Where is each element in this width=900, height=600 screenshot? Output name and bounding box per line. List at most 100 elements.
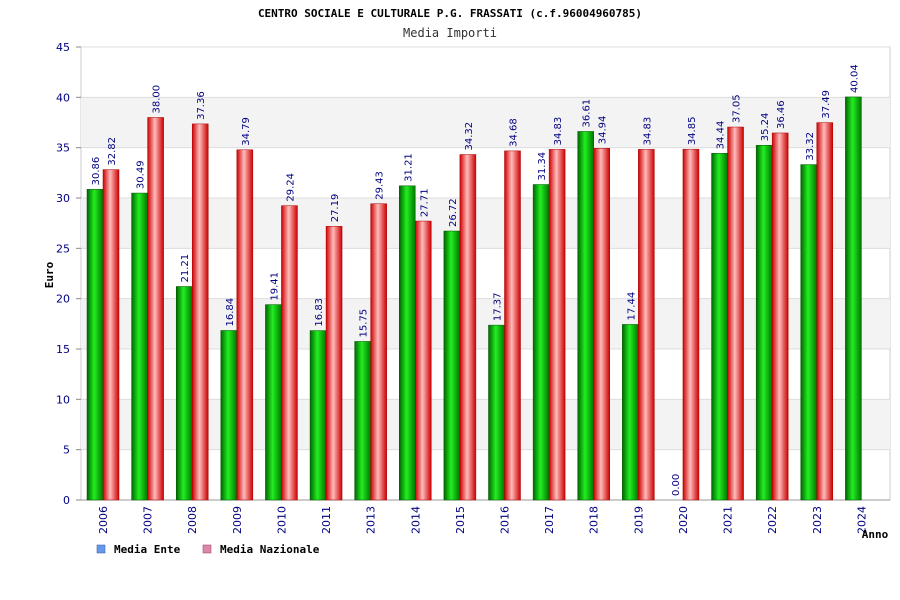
grid-band <box>81 399 890 450</box>
bar-nazionale-2009 <box>236 149 254 501</box>
bar-ente-2021 <box>711 153 728 501</box>
value-label: 37.49 <box>821 90 832 119</box>
value-label: 29.43 <box>375 171 386 200</box>
value-label: 31.21 <box>403 153 414 182</box>
y-axis-ticks: 0 5 10 15 20 25 30 35 40 45 <box>56 41 70 507</box>
bar-nazionale-2022 <box>771 132 789 501</box>
x-tick-label: 2017 <box>543 506 556 534</box>
x-tick-label: 2007 <box>142 506 155 534</box>
value-label: 30.86 <box>91 157 102 186</box>
bar-ente-2017 <box>532 184 550 501</box>
x-tick-label: 2022 <box>766 506 779 534</box>
x-tick-label: 2013 <box>365 506 378 534</box>
bar-ente-2010 <box>265 304 282 501</box>
x-tick-label: 2019 <box>632 506 645 534</box>
bar-nazionale-2014 <box>415 220 432 501</box>
bar-ente-2024 <box>845 96 862 501</box>
value-labels: 30.86 32.82 30.49 38.00 21.21 37.36 16.84 34.79… <box>91 64 860 496</box>
x-tick-label: 2016 <box>499 506 512 534</box>
bar-ente-2022 <box>755 145 773 501</box>
value-label: 17.44 <box>626 292 637 321</box>
bar-nazionale-2006 <box>102 169 120 501</box>
bar-nazionale-2010 <box>281 205 298 501</box>
value-label: 16.83 <box>314 298 325 327</box>
chart-subtitle: Media Importi <box>403 26 497 40</box>
x-tick-label: 2018 <box>588 506 601 534</box>
x-tick-label: 2020 <box>677 506 690 534</box>
y-tick-label: 0 <box>63 494 70 507</box>
value-label: 16.84 <box>225 298 236 327</box>
bar-ente-2013 <box>354 341 371 501</box>
value-label: 33.32 <box>805 132 816 161</box>
value-label: 37.36 <box>196 91 207 120</box>
value-label: 34.68 <box>509 118 520 147</box>
value-label: 34.83 <box>642 117 653 146</box>
legend-label-nazionale: Media Nazionale <box>220 543 320 556</box>
x-tick-label: 2014 <box>409 506 422 534</box>
value-label: 21.21 <box>180 254 191 283</box>
chart-title: CENTRO SOCIALE E CULTURALE P.G. FRASSATI… <box>258 7 642 20</box>
bar-ente-2009 <box>220 330 238 501</box>
x-tick-label: 2011 <box>320 506 333 534</box>
value-label: 34.79 <box>241 117 252 146</box>
x-tick-label: 2009 <box>231 506 244 534</box>
bar-ente-2008 <box>175 286 193 501</box>
value-label: 27.19 <box>330 194 341 223</box>
bar-nazionale-2020 <box>682 148 700 501</box>
value-label: 37.05 <box>732 94 743 123</box>
bar-ente-2011 <box>309 330 327 501</box>
value-label: 34.94 <box>598 116 609 145</box>
y-tick-label: 5 <box>63 444 70 457</box>
value-label: 34.85 <box>687 117 698 146</box>
value-label: 17.37 <box>493 293 504 322</box>
bar-ente-2016 <box>488 324 505 501</box>
x-tick-label: 2015 <box>454 506 467 534</box>
bar-nazionale-2013 <box>370 203 387 501</box>
bar-nazionale-2007 <box>147 117 164 501</box>
value-label: 29.24 <box>285 173 296 202</box>
legend: Media Ente Media Nazionale <box>96 543 320 556</box>
value-label: 34.83 <box>553 117 564 146</box>
bar-nazionale-2008 <box>191 123 209 501</box>
y-tick-label: 15 <box>56 343 70 356</box>
value-label: 26.72 <box>448 198 459 227</box>
value-label: 34.32 <box>464 122 475 151</box>
bar-ente-2023 <box>800 164 818 501</box>
bar-ente-2007 <box>131 192 148 501</box>
y-axis-label: Euro <box>43 261 56 288</box>
value-label: 15.75 <box>359 309 370 338</box>
bar-ente-2014 <box>399 185 416 501</box>
bar-ente-2018 <box>577 131 594 501</box>
bar-nazionale-2019 <box>638 149 655 501</box>
value-label: 30.49 <box>136 160 147 189</box>
x-tick-label: 2008 <box>186 506 199 534</box>
y-tick-label: 45 <box>56 41 70 54</box>
bar-nazionale-2021 <box>727 126 744 501</box>
y-tick-label: 10 <box>56 393 70 406</box>
y-tick-label: 40 <box>56 91 70 104</box>
x-axis-label: Anno <box>862 528 889 541</box>
bar-nazionale-2016 <box>504 150 521 501</box>
value-label: 19.41 <box>269 272 280 301</box>
x-tick-label: 2024 <box>855 506 868 534</box>
plot-background <box>80 46 891 501</box>
value-label: 31.34 <box>537 152 548 181</box>
bar-ente-2019 <box>622 324 639 501</box>
legend-swatch-nazionale <box>202 544 212 554</box>
legend-swatch-ente <box>96 544 106 554</box>
legend-label-ente: Media Ente <box>114 543 181 556</box>
value-label: 40.04 <box>849 64 860 93</box>
grid-band <box>81 97 890 148</box>
value-label: 34.44 <box>716 121 727 150</box>
y-tick-label: 35 <box>56 142 70 155</box>
bar-ente-2015 <box>443 230 461 501</box>
value-label: 27.71 <box>419 188 430 217</box>
x-axis-ticks: 2006 2007 2008 2009 2010 2011 2013 2014 2015 2016… <box>97 506 868 534</box>
bar-nazionale-2015 <box>459 154 477 501</box>
x-tick-label: 2021 <box>722 506 735 534</box>
grid-band <box>81 298 890 349</box>
x-tick-label: 2023 <box>811 506 824 534</box>
value-label: 36.61 <box>582 99 593 128</box>
value-label: 0.00 <box>671 474 682 496</box>
